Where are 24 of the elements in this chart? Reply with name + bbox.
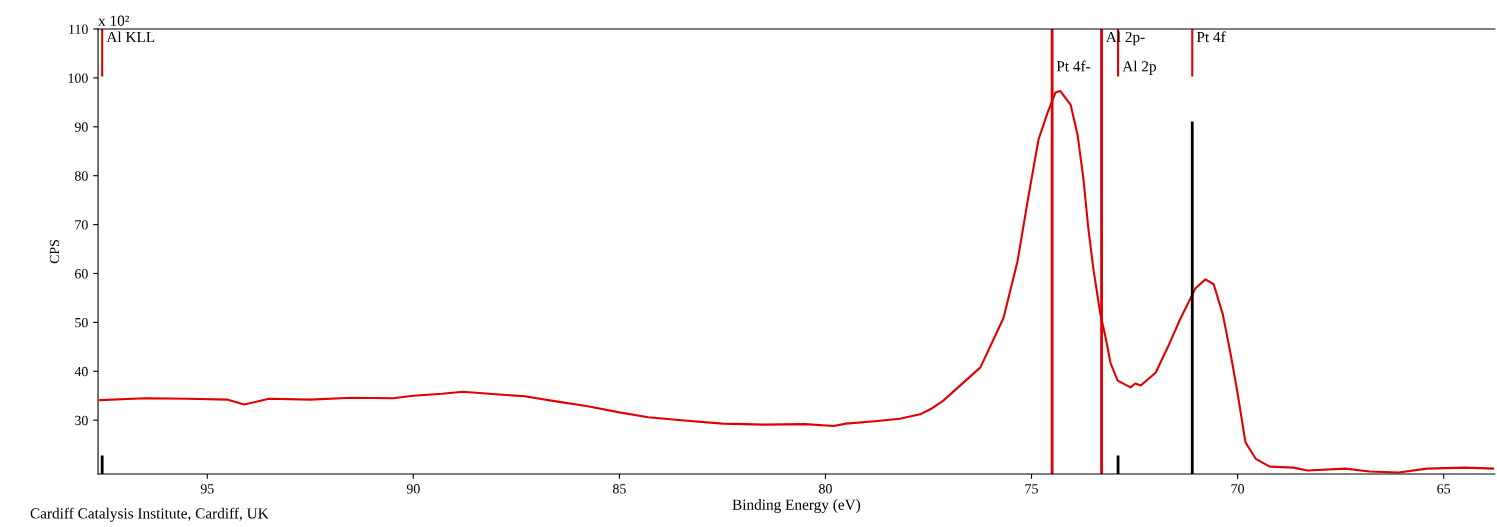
text: x 10² (98, 15, 130, 26)
x-axis-title: Binding Energy (eV) (732, 499, 861, 513)
y-tick-label: 40 (74, 366, 88, 377)
text: Cardiff Catalysis Institute, Cardiff, UK (30, 507, 269, 522)
y-axis-title: CPS (49, 239, 60, 264)
y-tick-label: 70 (75, 220, 88, 230)
x-tick-label: 90 (406, 484, 420, 494)
x-tick-label: 75 (1025, 484, 1038, 494)
y-tick-label: 110 (69, 24, 88, 34)
y-tick-label: 60 (75, 269, 88, 279)
y-tick-label: 30 (75, 415, 88, 426)
annotation: Pt 4f (1196, 31, 1226, 43)
y-tick-label: 100 (68, 73, 88, 83)
y-tick-label: 80 (74, 171, 88, 181)
annotation: Pt 4f- (1056, 60, 1091, 72)
annotation: Al KLL (106, 31, 155, 43)
y-tick-label: 50 (75, 317, 88, 328)
x-tick-label: 70 (1231, 484, 1244, 494)
annotation: Al 2p (1122, 60, 1157, 75)
y-tick-label: 90 (74, 122, 88, 132)
x-tick-label: 95 (200, 484, 214, 494)
x-tick-label: 80 (819, 484, 832, 494)
x-tick-label: 65 (1437, 484, 1451, 494)
x-tick-label: 85 (612, 484, 626, 494)
